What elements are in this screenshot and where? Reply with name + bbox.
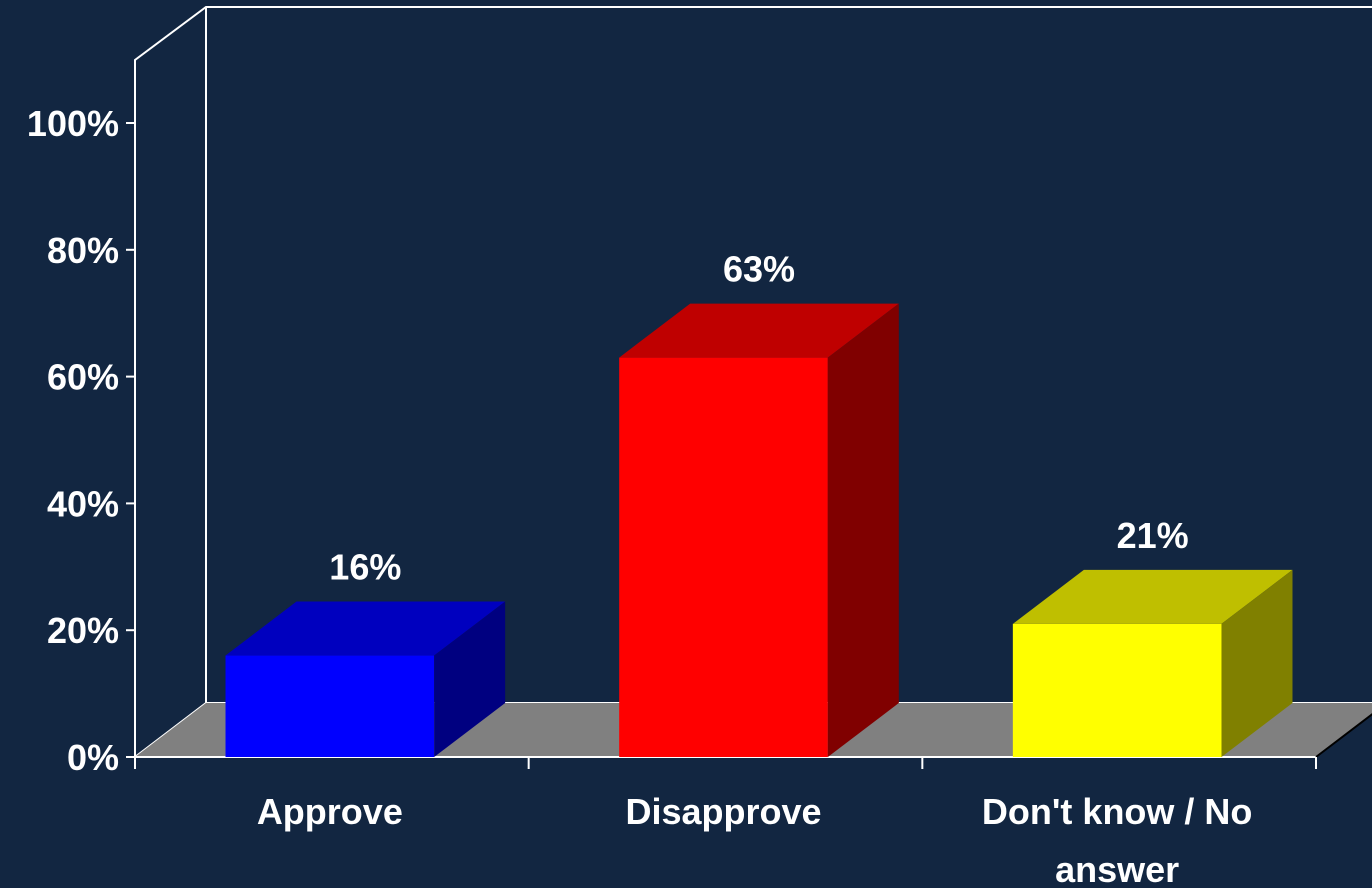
- y-tick-label: 40%: [47, 483, 119, 524]
- bar-1: [619, 303, 899, 757]
- bar-front: [619, 357, 828, 757]
- bar-side: [827, 303, 899, 757]
- bar-front: [1012, 623, 1222, 757]
- bar-group: [225, 303, 1293, 757]
- y-tick-label: 80%: [47, 230, 119, 271]
- bar-side: [1221, 569, 1293, 757]
- bar-top: [619, 303, 899, 358]
- x-tick-label: Don't know / No answer: [982, 791, 1253, 888]
- bar-0: [225, 601, 506, 757]
- bar-top: [225, 601, 506, 656]
- y-tick-label: 0%: [67, 737, 119, 778]
- bar-side: [434, 601, 506, 757]
- bar-front: [225, 655, 435, 757]
- y-tick-label: 60%: [47, 357, 119, 398]
- y-tick-label: 20%: [47, 610, 119, 651]
- floor-right-edge: [1315, 713, 1372, 758]
- x-tick-label: Disapprove: [625, 791, 821, 832]
- bar-top: [1012, 569, 1293, 624]
- data-label: 63%: [723, 249, 795, 290]
- x-tick-label: Approve: [257, 791, 403, 832]
- label-group: 16% Approve 63% Disapprove 21% Don't know / N…: [257, 249, 1253, 888]
- y-tick-label: 100%: [27, 103, 119, 144]
- data-label: 16%: [329, 547, 401, 588]
- data-label: 21%: [1117, 515, 1189, 556]
- bar-2: [1012, 569, 1293, 757]
